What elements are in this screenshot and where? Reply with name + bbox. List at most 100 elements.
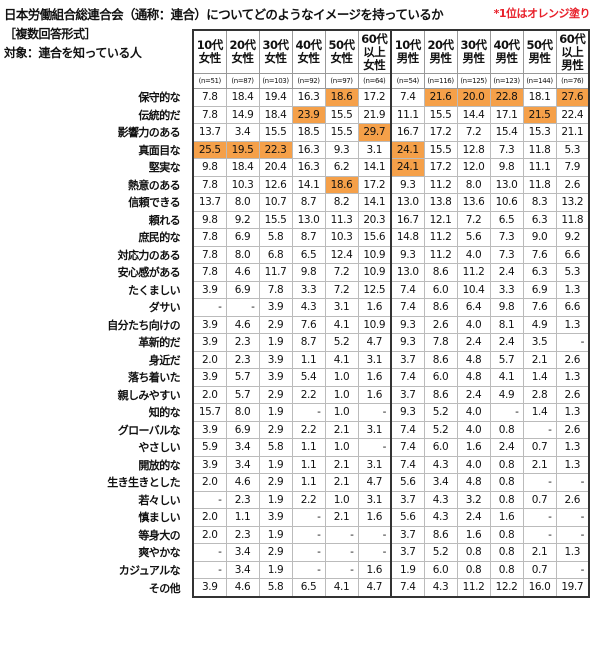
value-cell: - [522,473,557,492]
value-cell: 4.6 [225,473,260,492]
value-cell: 7.8 [192,105,227,124]
value-cell: 11.2 [423,175,458,194]
value-cell: 13.0 [390,263,425,282]
value-cell-top: 24.1 [390,140,425,159]
value-cell: 6.0 [423,438,458,457]
value-cell: 2.2 [291,385,326,404]
value-cell: 5.7 [225,368,260,387]
value-cell: 3.4 [225,455,260,474]
value-cell: - [555,525,590,544]
row-label: 庶民的な [138,231,180,245]
row-label: 堅実な [148,161,181,175]
value-cell: 9.8 [192,158,227,177]
value-cell: 2.8 [522,385,557,404]
table-row: その他 3.9 4.6 5.8 6.5 4.1 4.7 7.4 4.3 11.2 12.2 16.0 1… [0,578,590,598]
row-label: 等身大の [138,528,180,542]
value-cell: 5.8 [258,438,293,457]
column-header: 40代 女性 [291,29,326,74]
value-cell: 4.3 [423,455,458,474]
value-cell: 0.7 [522,560,557,579]
value-cell: 7.6 [522,245,557,264]
value-cell: 5.2 [423,403,458,422]
value-cell: 10.9 [357,315,392,334]
column-header-line: 男性 [462,51,486,65]
value-cell: 8.7 [291,228,326,247]
value-cell: 2.6 [555,175,590,194]
sample-size: (n=97) [324,73,359,89]
value-cell: 1.3 [555,280,590,299]
value-cell: 7.4 [390,578,425,598]
value-cell: 1.3 [555,543,590,562]
value-cell: 2.1 [324,508,359,527]
value-cell: 6.6 [555,245,590,264]
value-cell: 4.6 [225,578,260,598]
row-label: 爽やかな [138,546,180,560]
value-cell: 10.3 [225,175,260,194]
value-cell: 4.0 [456,455,491,474]
value-cell: 7.4 [390,88,425,107]
sample-size: (n=144) [522,73,557,89]
row-label: 革新的だ [138,336,180,350]
value-cell: 7.2 [324,263,359,282]
table-row: 庶民的な 7.8 6.9 5.8 8.7 10.3 15.6 14.8 11.2 5.6 7.3 9.… [0,228,590,247]
value-cell: 9.0 [522,228,557,247]
value-cell-top: 20.0 [456,88,491,107]
value-cell: 8.7 [291,193,326,212]
value-cell: 7.2 [324,280,359,299]
value-cell: 1.1 [225,508,260,527]
value-cell: 11.2 [423,228,458,247]
value-cell: 2.4 [489,333,524,352]
table-row: 保守的な 7.8 18.4 19.4 16.3 18.6 17.2 7.4 21.6 20.0 22… [0,88,590,107]
value-cell: 10.9 [357,263,392,282]
value-cell: 7.4 [390,455,425,474]
value-cell: 13.0 [489,175,524,194]
value-cell: - [324,543,359,562]
value-cell: 4.3 [291,298,326,317]
value-cell: 11.1 [390,105,425,124]
value-cell: 2.0 [192,473,227,492]
value-cell-top: 18.6 [324,88,359,107]
value-cell: 3.9 [258,368,293,387]
value-cell: 2.6 [555,350,590,369]
sample-size: (n=64) [357,73,392,89]
column-header: 30代 女性 [258,29,293,74]
table-row: 落ち着いた 3.9 5.7 3.9 5.4 1.0 1.6 7.4 6.0 4.8 4.1 1.4 1.… [0,368,590,387]
value-cell: 13.0 [291,210,326,229]
value-cell: 6.8 [258,245,293,264]
value-cell: 9.8 [192,210,227,229]
table-row: 生き生きとした 2.0 4.6 2.9 1.1 2.1 4.7 5.6 3.4 4.8 0.8- - [0,473,590,492]
value-cell: 3.7 [390,543,425,562]
value-cell: 2.4 [489,438,524,457]
value-cell: 7.2 [456,210,491,229]
value-cell: 2.0 [192,525,227,544]
value-cell: 12.2 [489,578,524,598]
column-header-line: 女性 [231,51,255,65]
value-cell: 9.8 [291,263,326,282]
value-cell: 4.6 [225,315,260,334]
value-cell: 1.0 [324,490,359,509]
column-header-line: 20代 [427,38,454,52]
answer-format: ［複数回答形式］ [4,27,97,41]
value-cell: 12.0 [456,158,491,177]
value-cell-top: 27.6 [555,88,590,107]
value-cell-top: 19.5 [225,140,260,159]
value-cell: 20.3 [357,210,392,229]
row-label: たくましい [128,283,181,297]
value-cell: - [357,543,392,562]
value-cell: 7.8 [192,228,227,247]
column-header-line: 10代 [196,38,224,52]
value-cell: 2.0 [192,508,227,527]
value-cell: 0.8 [489,525,524,544]
value-cell: 1.6 [357,385,392,404]
column-header: 60代 以上 女性 [357,29,392,74]
column-header-line: 男性 [429,51,453,65]
value-cell: 12.8 [456,140,491,159]
value-cell: 8.0 [225,245,260,264]
value-cell: 16.3 [291,88,326,107]
value-cell: - [192,298,227,317]
column-header-line: 40代 [295,38,322,52]
value-cell: 11.2 [423,245,458,264]
table-row: 知的な 15.7 8.0 1.9-1.0-9.3 5.2 4.0-1.4 1.3 [0,403,590,422]
value-cell: 15.5 [423,140,458,159]
value-cell: 1.3 [555,315,590,334]
